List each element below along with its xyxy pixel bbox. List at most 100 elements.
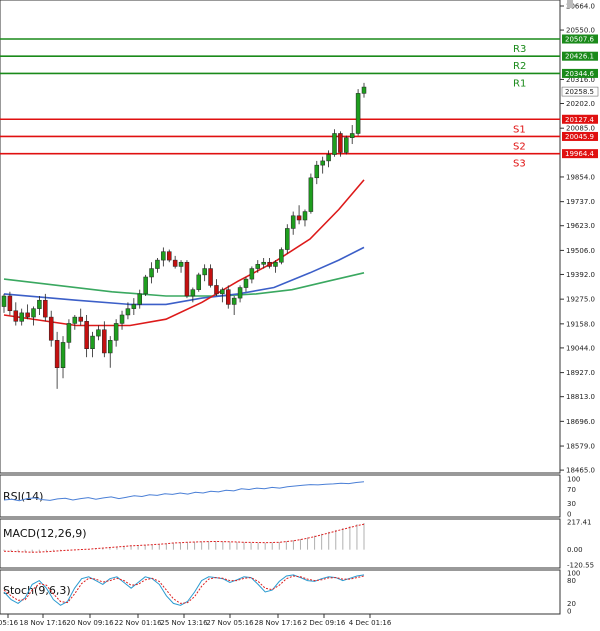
price-tick-label: 20085.0 (566, 125, 595, 133)
macd-title: MACD(12,26,9) (3, 527, 87, 540)
candle-body (290, 215, 296, 229)
candle-body (125, 308, 131, 316)
candle-body (214, 285, 219, 295)
time-tick-label: 05:16 (0, 619, 19, 627)
stoch-lines (3, 574, 365, 606)
candle-body (267, 261, 272, 267)
candle-body (243, 278, 249, 288)
candle-body (102, 329, 107, 354)
candle-body (190, 289, 196, 297)
candle-body (166, 251, 172, 261)
stoch-d-line (3, 575, 365, 604)
candle-body (296, 215, 302, 221)
candle-body (231, 297, 237, 305)
scroll-handle[interactable] (567, 0, 573, 8)
time-tick-label: 20 Nov 09:16 (66, 619, 114, 627)
candle-body (78, 316, 83, 322)
rsi-axis: 100 70 30 0 (567, 476, 580, 519)
price-panel: R3 R2 R1 S1 S2 S3 (0, 0, 561, 474)
candle-body (90, 335, 95, 350)
candle-body (143, 276, 148, 295)
indicator-tick-label: 70 (567, 486, 576, 494)
candle-body (172, 259, 178, 267)
last-price-box (561, 86, 599, 97)
rsi-title: RSI(14) (3, 490, 43, 503)
last-price-label: 20258.5 (565, 88, 594, 96)
candle-body (344, 137, 349, 153)
price-tick-label: 19044.0 (566, 344, 595, 352)
price-tick-label: 19854.0 (566, 173, 595, 181)
level-name-r3: R3 (513, 44, 526, 55)
time-tick-label: 18 Nov 17:16 (19, 619, 67, 627)
candle-body (326, 154, 331, 162)
level-name-r2: R2 (513, 61, 526, 72)
candle-body (25, 312, 30, 318)
time-tick-label: 22 Nov 01:16 (114, 619, 162, 627)
price-tick-label: 18696.0 (566, 418, 595, 426)
moving-averages (3, 179, 365, 327)
candle-body (355, 93, 361, 134)
candle-body (60, 342, 66, 368)
price-tick-label: 19158.0 (566, 320, 595, 328)
candle-body (308, 177, 314, 212)
level-price-label: 20045.9 (565, 133, 594, 141)
level-price-label: 20127.4 (565, 116, 594, 124)
candle-body (1, 295, 7, 307)
candle-body (72, 316, 78, 324)
price-tick-label: 19623.0 (566, 222, 595, 230)
candle-body (137, 293, 142, 305)
indicator-tick-label: 100 (567, 570, 580, 578)
indicator-tick-label: 217.41 (567, 519, 592, 527)
candle-body (13, 310, 19, 322)
macd-signal-line (3, 523, 365, 553)
candle-body (54, 340, 60, 368)
indicator-tick-label: 20 (567, 600, 576, 608)
price-tick-label: 18579.0 (566, 443, 595, 451)
candle-body (349, 133, 355, 138)
level-price-box (562, 114, 598, 124)
level-name-s3: S3 (513, 159, 526, 170)
rsi-line-path (3, 481, 365, 502)
candle-body (361, 86, 367, 94)
macd-panel: MACD(12,26,9) 217.41 0.00 -120.55 (0, 518, 594, 570)
level-price-label: 20344.6 (565, 70, 594, 78)
ema-red-line (3, 179, 365, 327)
candle-body (84, 321, 89, 350)
level-price-label: 20426.1 (565, 53, 594, 61)
time-axis: 05:16 18 Nov 17:16 20 Nov 09:16 22 Nov 01:1… (0, 614, 392, 627)
candle-body (119, 314, 125, 324)
candle-body (131, 304, 137, 309)
price-tick-label: 18813.0 (566, 393, 595, 401)
macd-axis: 217.41 0.00 -120.55 (567, 519, 594, 570)
level-price-box (562, 34, 598, 44)
price-tick-label: 18927.0 (566, 369, 595, 377)
indicator-tick-label: 30 (567, 500, 576, 508)
time-tick-label: 4 Dec 01:16 (349, 619, 392, 627)
candle-body (184, 261, 190, 297)
price-tick-label: 19506.0 (566, 247, 595, 255)
rsi-line (3, 481, 365, 502)
candle-body (261, 261, 266, 265)
candle-body (202, 268, 207, 276)
candle-body (302, 211, 308, 221)
candle-body (96, 329, 101, 337)
indicator-tick-label: 80 (567, 577, 576, 585)
candlesticks (1, 82, 367, 389)
indicator-tick-label: 0.00 (567, 546, 583, 554)
level-price-box (562, 68, 598, 78)
level-price-box (562, 131, 598, 141)
time-tick-label: 28 Nov 17:16 (254, 619, 302, 627)
candle-body (37, 299, 42, 309)
candle-body (113, 323, 119, 341)
candle-body (255, 264, 261, 269)
candle-body (43, 299, 48, 318)
price-tick-label: 20664.0 (566, 3, 595, 11)
candle-body (208, 268, 213, 286)
level-price-box (562, 51, 598, 61)
candle-body (107, 340, 113, 354)
price-tick-label: 19392.0 (566, 271, 595, 279)
level-name-s1: S1 (513, 124, 526, 135)
candle-body (332, 133, 337, 155)
